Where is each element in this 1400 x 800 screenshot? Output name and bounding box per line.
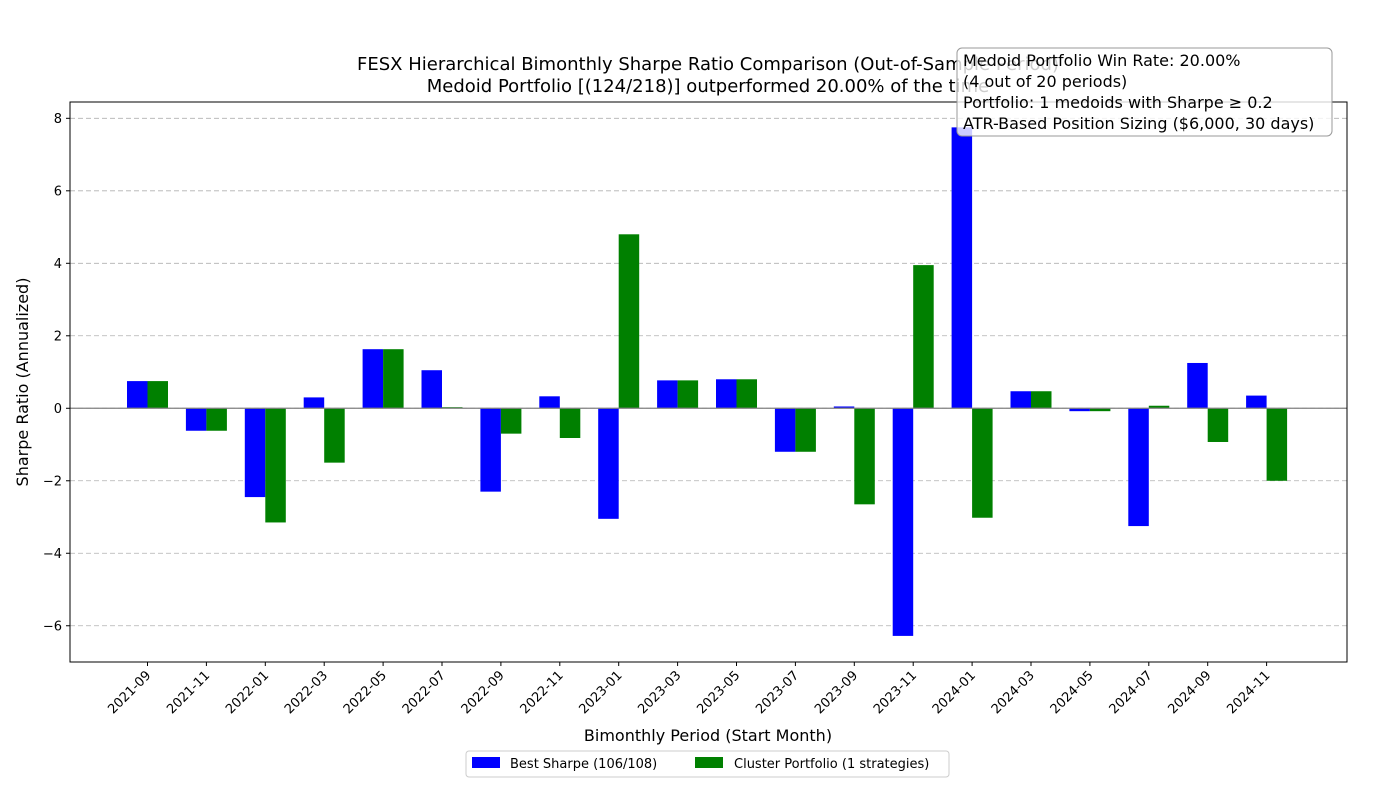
bar-cluster-portfolio-2023-05 (736, 379, 757, 409)
grid-lines (70, 117, 1347, 627)
y-tick-label: 2 (54, 329, 62, 344)
bar-cluster-portfolio-2024-05 (1089, 408, 1111, 412)
bar-best-sharpe-2023-09 (833, 406, 855, 409)
bar-best-sharpe-2024-07 (1128, 408, 1149, 527)
bar-cluster-portfolio-2023-01 (618, 234, 640, 409)
x-tick-label: 2023-11 (871, 668, 920, 717)
bar-best-sharpe-2023-05 (716, 379, 737, 409)
legend-swatch-cluster-portfolio (695, 757, 723, 768)
x-tick-label: 2022-05 (341, 668, 390, 717)
y-tick-label: −2 (43, 474, 62, 489)
bar-cluster-portfolio-2021-11 (206, 408, 227, 431)
annotation-line-portfolio: Portfolio: 1 medoids with Sharpe ≥ 0.2 (963, 93, 1273, 112)
annotation-line-win-rate: Medoid Portfolio Win Rate: 20.00% (963, 51, 1241, 70)
y-tick-label: −4 (43, 547, 62, 562)
annotation-line-periods: (4 out of 20 periods) (963, 72, 1127, 91)
bar-cluster-portfolio-2024-09 (1207, 408, 1229, 442)
x-tick-label: 2024-03 (989, 668, 1038, 717)
bar-cluster-portfolio-2022-05 (383, 349, 404, 409)
x-tick-label: 2022-11 (518, 668, 567, 717)
bar-best-sharpe-2022-07 (421, 370, 442, 409)
bar-best-sharpe-2022-11 (539, 396, 560, 409)
x-tick-label: 2023-01 (577, 668, 626, 717)
legend-swatch-best-sharpe (472, 757, 500, 768)
bar-best-sharpe-2022-01 (244, 408, 266, 498)
x-tick-label: 2023-05 (694, 668, 743, 717)
annotation-line-sizing: ATR-Based Position Sizing ($6,000, 30 da… (963, 114, 1314, 133)
bar-cluster-portfolio-2021-09 (147, 381, 168, 409)
bar-best-sharpe-2021-09 (127, 381, 148, 409)
y-tick-label: 4 (54, 257, 62, 272)
x-tick-label: 2023-07 (753, 668, 802, 717)
bar-cluster-portfolio-2023-09 (854, 408, 875, 505)
legend: Best Sharpe (106/108) Cluster Portfolio … (465, 750, 950, 778)
y-tick-label: 0 (54, 402, 62, 417)
bar-cluster-portfolio-2023-11 (913, 265, 934, 409)
x-tick-label: 2024-09 (1166, 668, 1215, 717)
bar-best-sharpe-2023-01 (598, 408, 619, 519)
bar-best-sharpe-2023-11 (892, 408, 914, 636)
x-tick-label: 2022-09 (459, 668, 508, 717)
bar-best-sharpe-2022-03 (303, 397, 325, 409)
bar-cluster-portfolio-2022-01 (265, 408, 286, 523)
bar-best-sharpe-2024-11 (1246, 395, 1267, 409)
y-tick-label: −6 (43, 619, 62, 634)
x-tick-label: 2021-11 (164, 668, 213, 717)
x-tick-label: 2022-07 (400, 668, 449, 717)
y-ticks: −6 −4 −2 0 2 4 6 8 (43, 112, 70, 634)
annotation-frame (956, 47, 1333, 137)
bar-best-sharpe-2023-03 (657, 380, 678, 409)
x-tick-label: 2021-09 (105, 668, 154, 717)
chart-title: FESX Hierarchical Bimonthly Sharpe Ratio… (357, 54, 1059, 75)
bar-best-sharpe-2022-05 (362, 349, 384, 409)
y-tick-label: 8 (54, 112, 62, 127)
bar-cluster-portfolio-2023-07 (795, 408, 816, 452)
bar-cluster-portfolio-2024-11 (1266, 408, 1288, 481)
bar-best-sharpe-2024-05 (1069, 408, 1090, 412)
bar-cluster-portfolio-2023-03 (677, 380, 699, 409)
x-tick-label: 2024-11 (1224, 668, 1273, 717)
bar-cluster-portfolio-2022-11 (559, 408, 581, 438)
bar-best-sharpe-2023-07 (774, 408, 796, 452)
x-tick-label: 2024-01 (930, 668, 979, 717)
bar-cluster-portfolio-2022-03 (324, 408, 345, 463)
bar-best-sharpe-2024-01 (951, 127, 973, 409)
y-tick-label: 6 (54, 184, 62, 199)
axes (69, 101, 1348, 663)
legend-label-best-sharpe: Best Sharpe (106/108) (510, 757, 657, 772)
bar-best-sharpe-2021-11 (185, 408, 207, 431)
x-tick-label: 2022-01 (223, 668, 272, 717)
bar-cluster-portfolio-2024-07 (1148, 405, 1170, 409)
x-ticks: 2021-09 2021-11 2022-01 2022-03 2022-05 2022-… (105, 662, 1273, 717)
plot-frame (69, 101, 1348, 663)
x-tick-label: 2024-05 (1048, 668, 1097, 717)
x-tick-label: 2024-07 (1107, 668, 1156, 717)
x-tick-label: 2023-03 (635, 668, 684, 717)
chart-subtitle: Medoid Portfolio [(124/218)] outperforme… (427, 76, 989, 97)
x-axis-label: Bimonthly Period (Start Month) (584, 726, 832, 745)
x-tick-label: 2023-09 (812, 668, 861, 717)
legend-label-cluster-portfolio: Cluster Portfolio (1 strategies) (734, 757, 929, 772)
bar-best-sharpe-2022-09 (480, 408, 501, 492)
x-tick-label: 2022-03 (282, 668, 331, 717)
bar-best-sharpe-2024-09 (1187, 362, 1208, 409)
bars (70, 127, 1347, 636)
y-axis-label: Sharpe Ratio (Annualized) (13, 278, 32, 487)
annotation-box: Medoid Portfolio Win Rate: 20.00% (4 out… (956, 47, 1333, 137)
bar-cluster-portfolio-2024-03 (1031, 391, 1052, 409)
bar-best-sharpe-2024-03 (1010, 391, 1031, 409)
bar-cluster-portfolio-2022-09 (500, 408, 522, 434)
bar-cluster-portfolio-2024-01 (972, 408, 993, 518)
